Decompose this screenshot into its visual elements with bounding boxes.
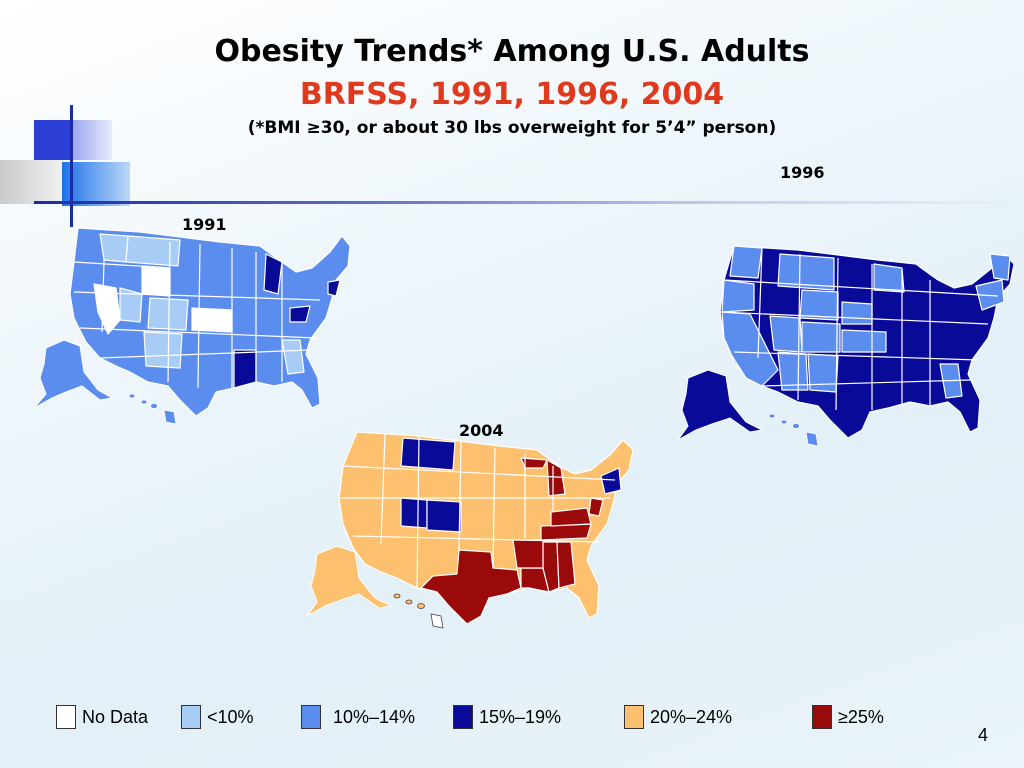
decorative-square-gray: [0, 160, 62, 204]
map-1996-state-10-14-9: [807, 353, 839, 393]
decorative-line-horizontal: [34, 201, 1024, 204]
legend-label-20-24: 20%–24%: [650, 706, 733, 727]
legend-item-lt10: <10%: [181, 703, 254, 731]
map-1991-hawaii: [128, 393, 177, 425]
map-1991-state-lt10-1: [99, 233, 129, 263]
map-1996-state-10-14-8: [777, 351, 809, 391]
map-2004-state-ge25-mi: [546, 459, 566, 497]
decorative-square-cyan: [62, 162, 130, 206]
map-1996-state-10-14-10: [841, 301, 873, 325]
map-2004-state-ge25-al: [556, 541, 576, 589]
map-1996-state-10-14-11: [841, 329, 887, 353]
map-1991-state-15-19-1: [233, 349, 257, 389]
us-map-1996: [677, 245, 1015, 447]
legend-swatch-15-19: [453, 705, 473, 729]
map-2004-state-15-19-4: [600, 467, 622, 495]
legend-label-10-14: 10%–14%: [333, 706, 416, 727]
map-1996-state-10-14-5: [799, 289, 839, 321]
page-number: 4: [978, 725, 989, 745]
map-1991-state-lt10-6: [281, 339, 305, 375]
map-1996-state-10-14-2: [721, 279, 755, 313]
map-2004-state-15-19-1: [400, 437, 456, 471]
decorative-square-blue: [34, 120, 72, 160]
year-label-1996: 1996: [780, 163, 825, 182]
map-1991-state-nodata-2: [141, 265, 171, 297]
map-2004-state-15-19-3: [426, 499, 462, 533]
legend: No Data <10% 10%–14% 15%–19% 20%–24% ≥25…: [56, 703, 956, 733]
map-2004-state-ge25-tn: [540, 523, 592, 541]
map-1996-state-10-14-7: [801, 321, 841, 353]
legend-item-no-data: No Data: [56, 703, 148, 731]
legend-label-15-19: 15%–19%: [479, 706, 562, 727]
decorative-square-light: [72, 120, 112, 160]
decorative-line-vertical: [70, 105, 73, 227]
map-2004-hawaii: [393, 593, 444, 629]
map-1991-state-lt10-2: [125, 235, 181, 267]
map-1991-alaska: [33, 339, 114, 409]
map-1996-state-10-14-6: [769, 315, 803, 353]
map-1991-state-15-19-4: [327, 279, 341, 297]
map-1991-state-lt10-4: [147, 297, 189, 331]
slide-title: Obesity Trends* Among U.S. Adults: [214, 34, 810, 69]
legend-label-no-data: No Data: [82, 706, 149, 727]
legend-label-lt10: <10%: [207, 706, 254, 727]
legend-swatch-10-14: [301, 705, 321, 729]
map-1991-state-nodata-3: [191, 307, 233, 333]
map-1996-state-10-14-15: [989, 253, 1011, 281]
map-1996-hawaii: [768, 413, 819, 447]
map-2004-state-ge25-ky: [550, 507, 592, 527]
legend-item-ge25: ≥25%: [812, 703, 884, 731]
map-1991-state-15-19-2: [263, 253, 283, 295]
map-1991-state-lt10-3: [119, 287, 143, 323]
slide-subtitle: BRFSS, 1991, 1996, 2004: [299, 77, 725, 112]
legend-label-ge25: ≥25%: [838, 706, 884, 727]
map-1996-state-10-14-4: [777, 253, 835, 291]
legend-item-15-19: 15%–19%: [453, 703, 561, 731]
map-2004-state-ge25-texas: [420, 549, 522, 625]
legend-item-20-24: 20%–24%: [624, 703, 732, 731]
map-2004-state-ge25-wv: [588, 497, 604, 517]
map-1996-alaska: [677, 369, 764, 441]
us-map-2004: [306, 431, 634, 629]
map-1991-state-nodata-1: [93, 283, 121, 335]
map-1996-state-10-14-1: [729, 245, 763, 279]
map-1996-state-10-14-3: [721, 311, 779, 387]
legend-item-10-14: 10%–14%: [301, 703, 415, 731]
map-2004-state-ge25-mi-up: [520, 457, 548, 469]
legend-swatch-no-data: [56, 705, 76, 729]
map-2004-state-ge25-ar: [512, 539, 544, 569]
us-map-1991: [33, 227, 351, 425]
legend-swatch-lt10: [181, 705, 201, 729]
legend-swatch-20-24: [624, 705, 644, 729]
map-2004-alaska: [306, 545, 393, 617]
map-1991-state-15-19-3: [289, 305, 311, 323]
legend-swatch-ge25: [812, 705, 832, 729]
map-2004-state-15-19-2: [400, 497, 428, 529]
year-label-2004: 2004: [459, 421, 504, 440]
map-1991-state-lt10-5: [143, 331, 183, 369]
year-label-1991: 1991: [182, 215, 227, 234]
bmi-footnote: (*BMI ≥30, or about 30 lbs overweight fo…: [247, 118, 777, 138]
map-1996-state-10-14-12: [873, 263, 905, 293]
